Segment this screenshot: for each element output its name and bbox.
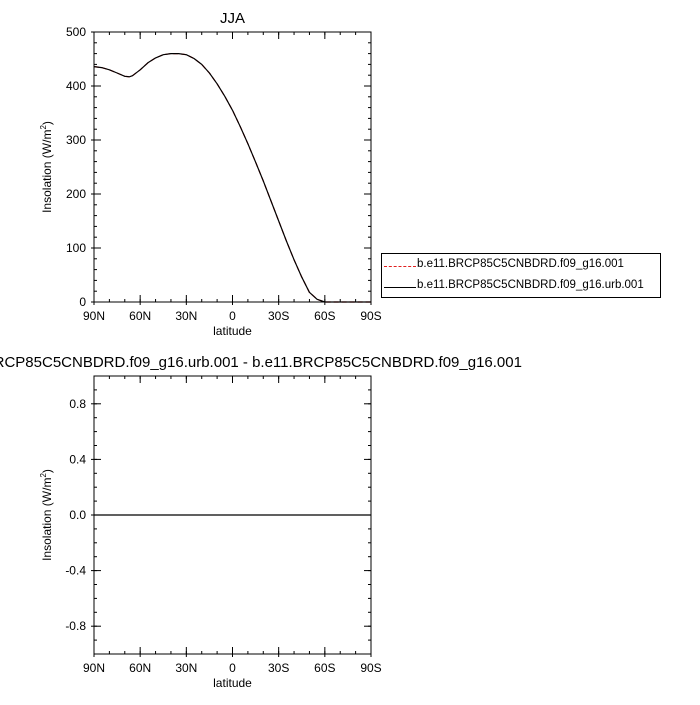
legend-label-series-1: b.e11.BRCP85C5CNBDRD.f09_g16.001 (417, 258, 624, 270)
y-axis-label: Insolation (W/m2) (39, 469, 54, 561)
x-tick-label: 30N (175, 309, 197, 323)
y-tick-label: 200 (66, 187, 86, 201)
legend: b.e11.BRCP85C5CNBDRD.f09_g16.001 b.e11.B… (381, 253, 661, 298)
y-tick-label: -0.4 (65, 564, 86, 578)
x-tick-label: 60N (129, 309, 151, 323)
y-tick-label: 0.4 (69, 452, 86, 466)
y-tick-label: 0.0 (69, 508, 86, 522)
y-tick-label: 500 (66, 25, 86, 39)
bottom-panel: b.e11.BRCP85C5CNBDRD.f09_g16.urb.001 - b… (0, 354, 522, 690)
x-tick-label: 0 (229, 661, 236, 675)
legend-swatch-dashed-red (384, 266, 416, 267)
y-tick-label: 300 (66, 133, 86, 147)
y-tick-label: 0.8 (69, 397, 86, 411)
y-tick-label: 0 (79, 295, 86, 309)
legend-item-series-2: b.e11.BRCP85C5CNBDRD.f09_g16.urb.001 (382, 277, 660, 297)
y-tick-label: 400 (66, 79, 86, 93)
panel-title: JJA (220, 10, 245, 27)
x-axis-label: latitude (213, 676, 252, 690)
series-line-2 (93, 52, 371, 303)
x-tick-label: 0 (229, 309, 236, 323)
legend-swatch-solid-black (384, 287, 416, 288)
x-tick-label: 60N (129, 661, 151, 675)
y-tick-label: -0.8 (65, 619, 86, 633)
x-tick-label: 30S (268, 309, 289, 323)
legend-item-series-1: b.e11.BRCP85C5CNBDRD.f09_g16.001 (382, 256, 660, 276)
x-axis-label: latitude (213, 324, 252, 338)
x-tick-label: 60S (314, 309, 335, 323)
y-tick-label: 100 (66, 241, 86, 255)
y-axis-label: Insolation (W/m2) (39, 121, 54, 213)
top-panel: JJA 90N 60N 30N 0 30S 60S 90S 0 100 200 300 400 500 la… (39, 10, 382, 338)
panel-title: b.e11.BRCP85C5CNBDRD.f09_g16.urb.001 - b… (0, 354, 522, 371)
plot-frame (93, 375, 372, 655)
x-tick-label: 60S (314, 661, 335, 675)
legend-label-series-2: b.e11.BRCP85C5CNBDRD.f09_g16.urb.001 (417, 279, 644, 291)
x-tick-label: 90N (83, 661, 105, 675)
x-tick-label: 30S (268, 661, 289, 675)
x-tick-label: 90N (83, 309, 105, 323)
plot-frame (93, 31, 372, 303)
series-line-1 (93, 52, 371, 303)
x-tick-label: 90S (360, 309, 381, 323)
x-tick-label: 30N (175, 661, 197, 675)
x-tick-label: 90S (360, 661, 381, 675)
